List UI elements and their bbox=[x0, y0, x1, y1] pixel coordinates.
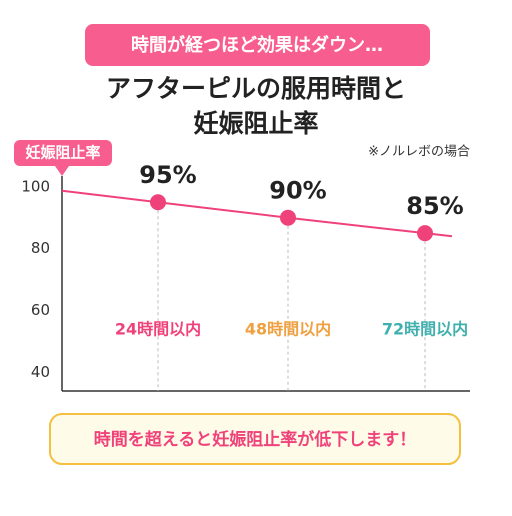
note: ※ノルレボの場合 bbox=[368, 145, 470, 160]
point bbox=[417, 225, 433, 242]
y-tick-label: 80 bbox=[31, 239, 50, 257]
x-tick-label: 48時間以内 bbox=[245, 320, 331, 339]
banner: 時間が経つほど効果はダウン… bbox=[131, 34, 383, 56]
x-tick-label: 24時間以内 bbox=[115, 320, 201, 339]
value-label: 90% bbox=[269, 177, 326, 205]
point bbox=[280, 209, 296, 226]
chart-title: アフターピルの服用時間と bbox=[106, 74, 406, 103]
banner-bg bbox=[85, 24, 430, 66]
y-tick-label: 40 bbox=[31, 363, 50, 381]
y-label-pointer bbox=[55, 166, 69, 176]
value-label: 95% bbox=[139, 161, 196, 189]
trend-extension bbox=[61, 189, 159, 204]
y-label-bg bbox=[14, 140, 112, 166]
callout: 時間を超えると妊娠阻止率が低下します！ bbox=[94, 429, 417, 450]
chart-title: 妊娠阻止率 bbox=[193, 109, 318, 138]
y-axis-label: 妊娠阻止率 bbox=[25, 144, 100, 162]
value-label: 85% bbox=[406, 192, 463, 220]
point bbox=[150, 194, 166, 211]
y-tick-label: 60 bbox=[31, 301, 50, 319]
callout-bg bbox=[49, 413, 461, 465]
y-tick-label: 100 bbox=[21, 177, 50, 195]
x-tick-label: 72時間以内 bbox=[382, 320, 468, 339]
